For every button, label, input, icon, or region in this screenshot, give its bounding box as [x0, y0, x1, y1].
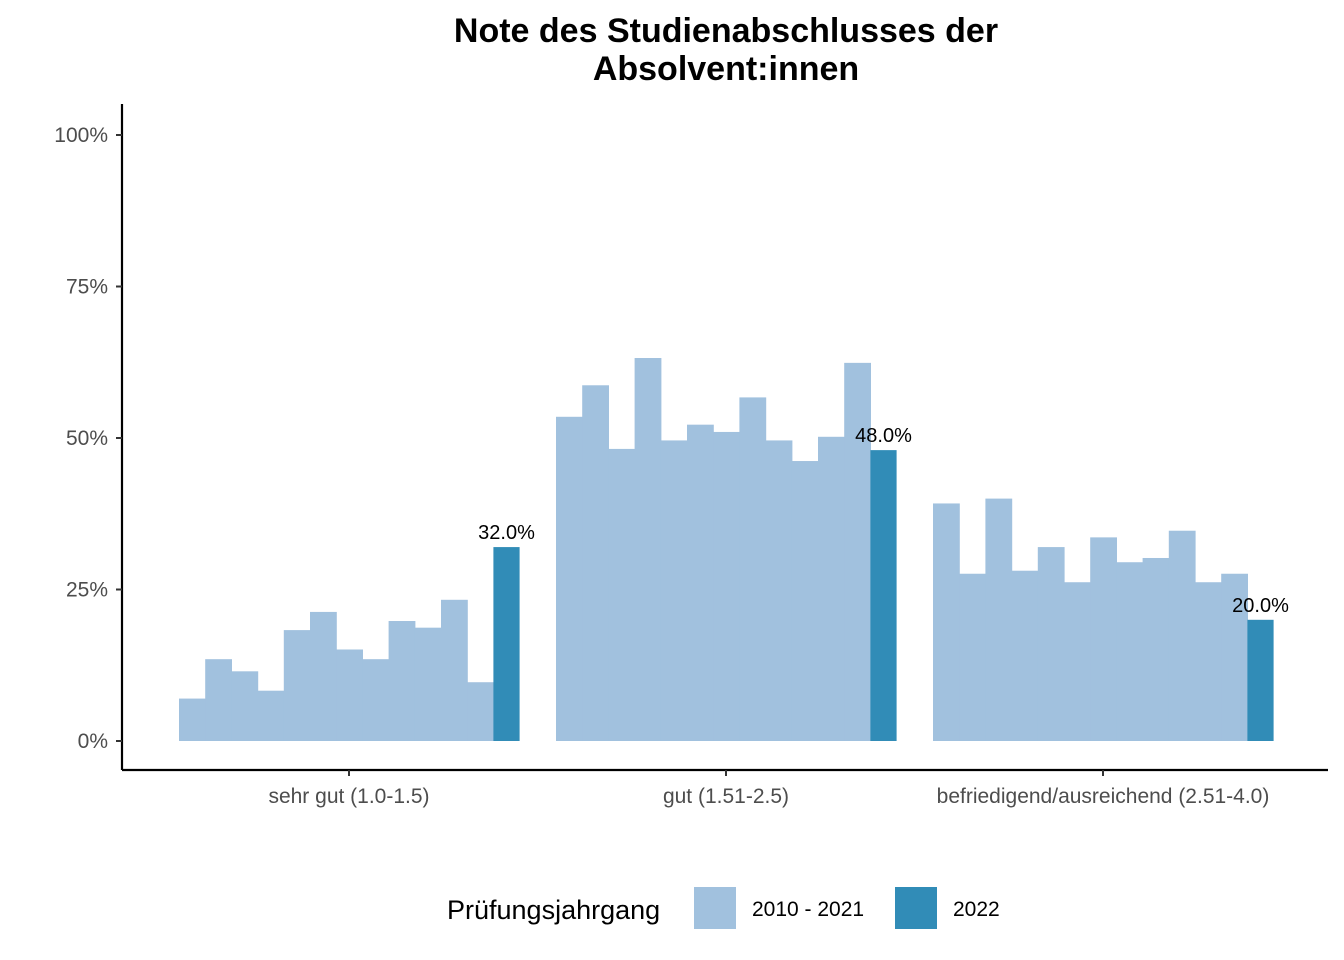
current-year-bar — [1247, 619, 1274, 741]
chart-title-line-1: Note des Studienabschlusses der — [454, 12, 998, 50]
history-bar — [1011, 570, 1039, 741]
data-labels-layer: 32.0% 48.0% 20.0% — [478, 425, 1289, 617]
history-bar — [1037, 547, 1065, 741]
y-tick-label: 0% — [78, 730, 108, 753]
history-bar — [660, 440, 688, 741]
history-bar — [582, 385, 609, 741]
history-bar — [362, 659, 390, 741]
history-bar — [310, 611, 337, 741]
data-label: 48.0% — [855, 425, 912, 447]
legend-label: 2010 - 2021 — [752, 898, 864, 921]
history-bar — [959, 573, 986, 741]
legend-label: 2022 — [953, 898, 1000, 921]
history-bar — [179, 698, 206, 741]
bar-group — [933, 498, 1274, 741]
history-bar — [933, 503, 960, 741]
y-tick-label: 25% — [66, 579, 108, 602]
data-label: 20.0% — [1232, 595, 1289, 617]
current-year-bar — [870, 450, 897, 741]
history-bar — [388, 621, 416, 741]
history-bar — [1221, 573, 1248, 741]
history-bar — [608, 448, 636, 741]
history-bar — [556, 416, 583, 741]
data-label: 32.0% — [478, 522, 535, 544]
legend-title: Prüfungsjahrgang — [447, 895, 660, 925]
history-bar — [336, 649, 363, 741]
history-bar — [1064, 582, 1091, 741]
history-bar — [414, 627, 442, 741]
current-year-bar — [493, 547, 520, 741]
history-bar — [739, 397, 767, 741]
history-bar — [441, 599, 468, 741]
legend-swatch — [895, 887, 937, 929]
chart-title: Note des Studienabschlusses der Absolven… — [454, 12, 998, 88]
bar-group — [556, 358, 897, 741]
history-bar — [1195, 582, 1222, 741]
history-bar — [634, 358, 662, 741]
history-bar — [1168, 530, 1196, 741]
history-bar — [467, 682, 494, 741]
history-bar — [1090, 537, 1117, 741]
x-category-label: gut (1.51-2.5) — [663, 785, 789, 808]
history-bar — [1142, 557, 1170, 741]
axes-layer: 0% 25% 50% 75% 100% sehr gut (1.0-1.5) gut (1.… — [54, 104, 1328, 808]
legend-item: 2022 — [895, 887, 1000, 929]
legend-item: 2010 - 2021 — [694, 887, 864, 929]
y-tick-label: 50% — [66, 427, 108, 450]
bars-layer — [179, 358, 1274, 741]
y-tick-label: 75% — [66, 276, 108, 299]
history-bar — [687, 424, 714, 741]
y-tick-label: 100% — [54, 124, 108, 147]
history-bar — [818, 436, 845, 741]
bar-group — [179, 547, 520, 741]
history-bar — [231, 671, 259, 741]
history-bar — [257, 690, 285, 741]
history-bar — [765, 440, 793, 741]
legend-swatch — [694, 887, 736, 929]
history-bar — [1116, 562, 1144, 741]
history-bar — [283, 630, 311, 741]
legend: Prüfungsjahrgang 2010 - 2021 2022 — [447, 887, 1000, 929]
chart-title-line-2: Absolvent:innen — [593, 50, 859, 88]
history-bar — [713, 431, 740, 741]
x-category-label: sehr gut (1.0-1.5) — [268, 785, 429, 808]
history-bar — [844, 362, 871, 741]
history-bar — [205, 659, 232, 741]
history-bar — [791, 461, 819, 741]
x-category-label: befriedigend/ausreichend (2.51-4.0) — [937, 785, 1270, 808]
history-bar — [985, 498, 1013, 741]
